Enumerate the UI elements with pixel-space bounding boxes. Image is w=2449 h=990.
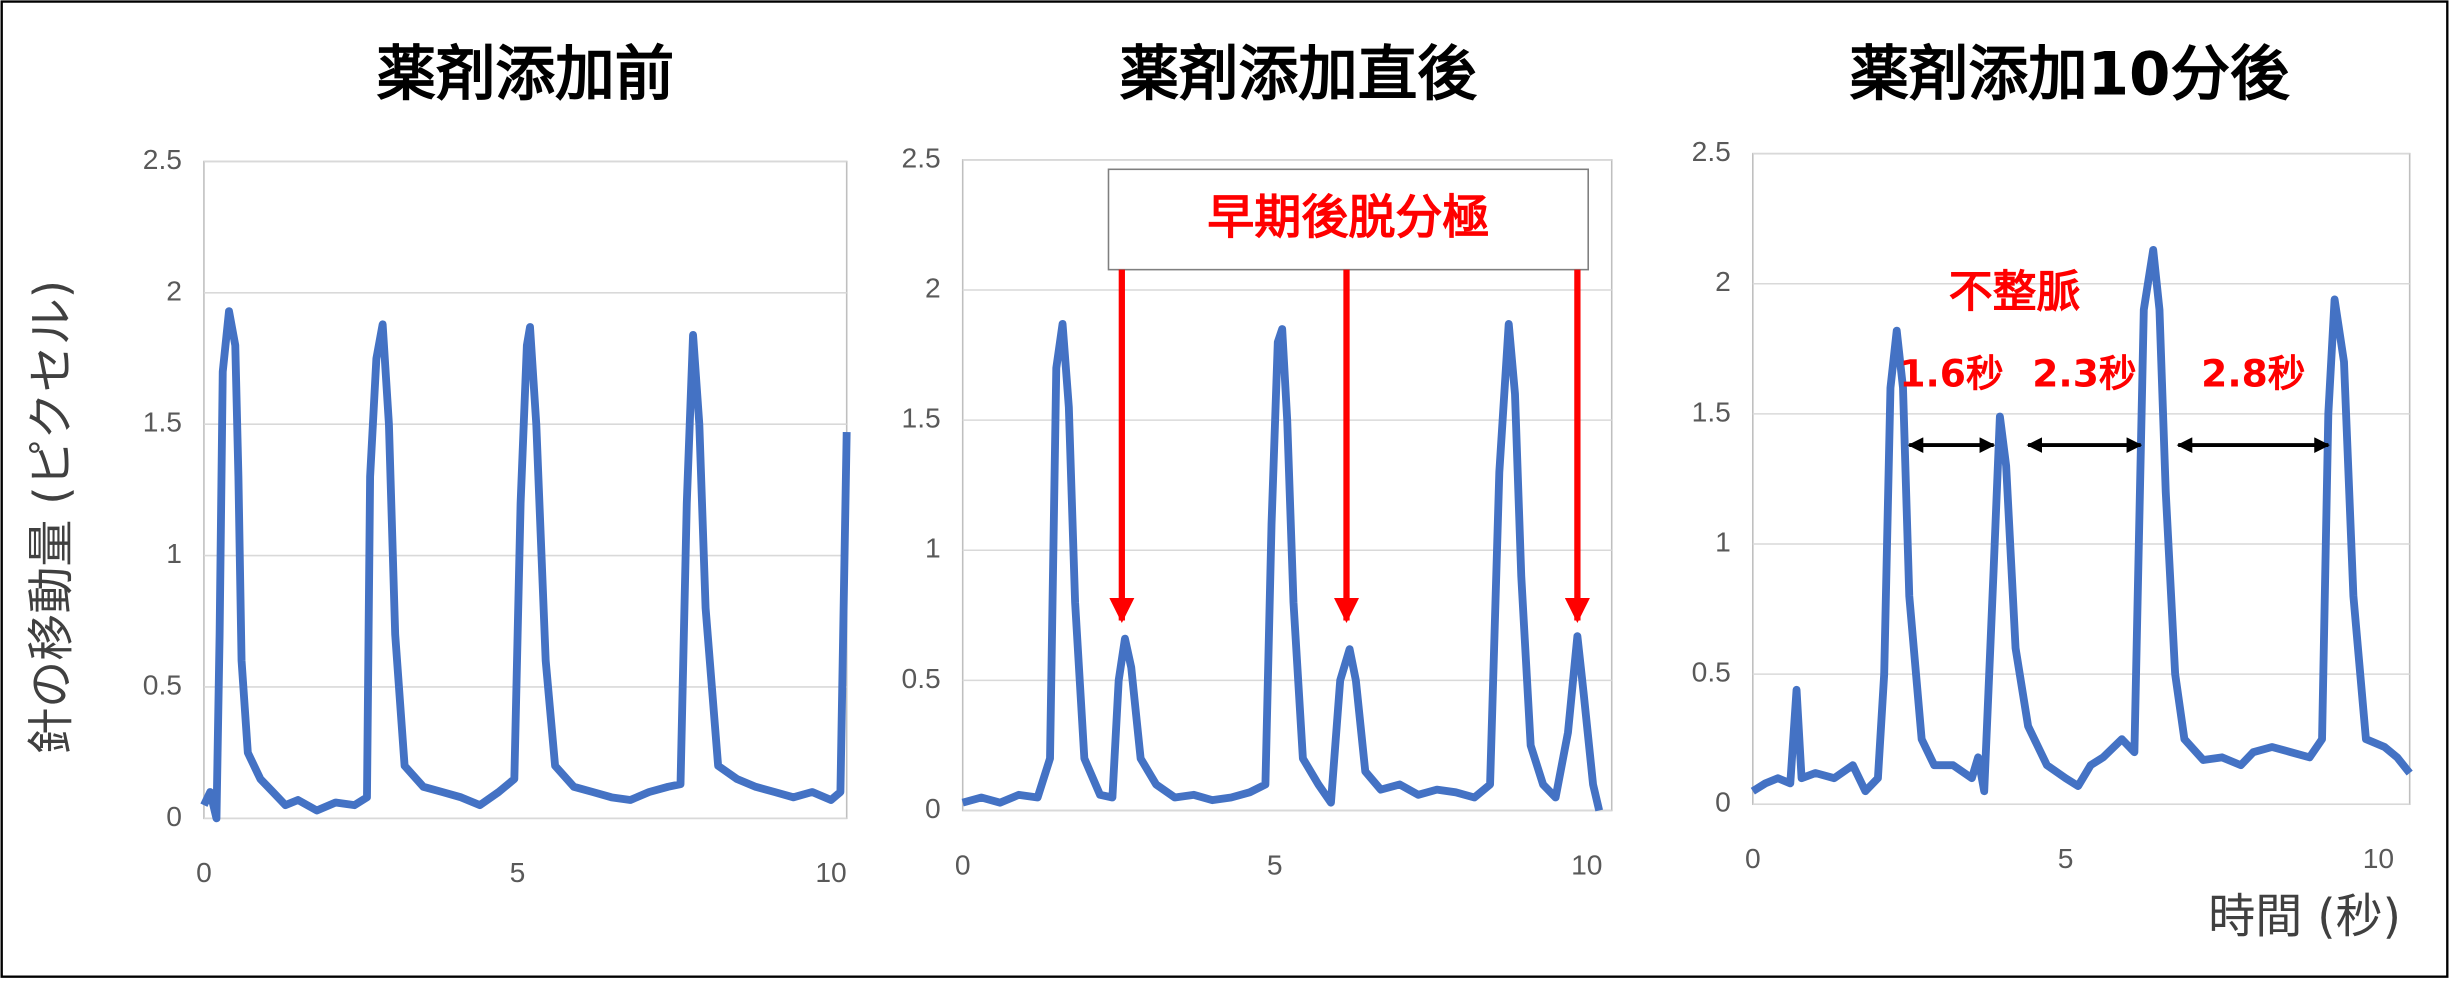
y-tick-label: 2.5 (143, 143, 182, 175)
data-line (200, 307, 851, 823)
x-tick-label: 0 (955, 848, 971, 880)
chart-title: 薬剤添加10分後 (1849, 40, 2290, 109)
y-tick-label: 2 (166, 274, 182, 306)
x-tick-label: 5 (510, 856, 526, 888)
chart-title: 薬剤添加直後 (1119, 40, 1477, 109)
y-tick-label: 0 (166, 800, 182, 832)
x-axis-label: 時間 (秒) (2208, 890, 2401, 945)
x-tick-label: 5 (2058, 842, 2074, 874)
y-tick-label: 0 (925, 792, 941, 824)
y-tick-label: 1.5 (1692, 395, 1731, 427)
y-tick-label: 1 (1715, 525, 1731, 557)
y-tick-label: 0.5 (143, 668, 182, 700)
y-tick-label: 0 (1715, 786, 1731, 818)
y-tick-label: 1 (166, 537, 182, 569)
y-tick-label: 1 (925, 532, 941, 564)
interval-label: 2.3秒 (2032, 352, 2136, 396)
y-tick-label: 0.5 (1692, 656, 1731, 688)
y-axis-label: 針の移動量 (ピクセル) (24, 280, 79, 755)
annotation-box (1107, 168, 1589, 271)
x-tick-label: 10 (815, 856, 846, 888)
y-tick-label: 2 (1715, 265, 1731, 297)
y-tick-label: 1.5 (143, 406, 182, 438)
x-tick-label: 10 (1571, 848, 1602, 880)
y-tick-label: 2.5 (902, 141, 941, 173)
annotation-note: 不整脈 (1949, 267, 2081, 318)
annotation-text: 早期後脱分極 (1207, 191, 1489, 246)
x-tick-label: 0 (1745, 842, 1761, 874)
chart-title: 薬剤添加前 (376, 40, 674, 109)
data-line (961, 319, 1603, 812)
x-tick-label: 10 (2363, 842, 2394, 874)
plot-area (203, 160, 848, 820)
y-tick-label: 2.5 (1692, 135, 1731, 167)
plot-area (1752, 152, 2411, 806)
x-tick-label: 5 (1267, 848, 1283, 880)
data-line (1750, 245, 2413, 796)
interval-label: 1.6秒 (1899, 352, 2003, 396)
y-tick-label: 1.5 (902, 402, 941, 434)
y-tick-label: 2 (925, 271, 941, 303)
interval-label: 2.8秒 (2201, 352, 2305, 396)
y-tick-label: 0.5 (902, 662, 941, 694)
x-tick-label: 0 (196, 856, 212, 888)
